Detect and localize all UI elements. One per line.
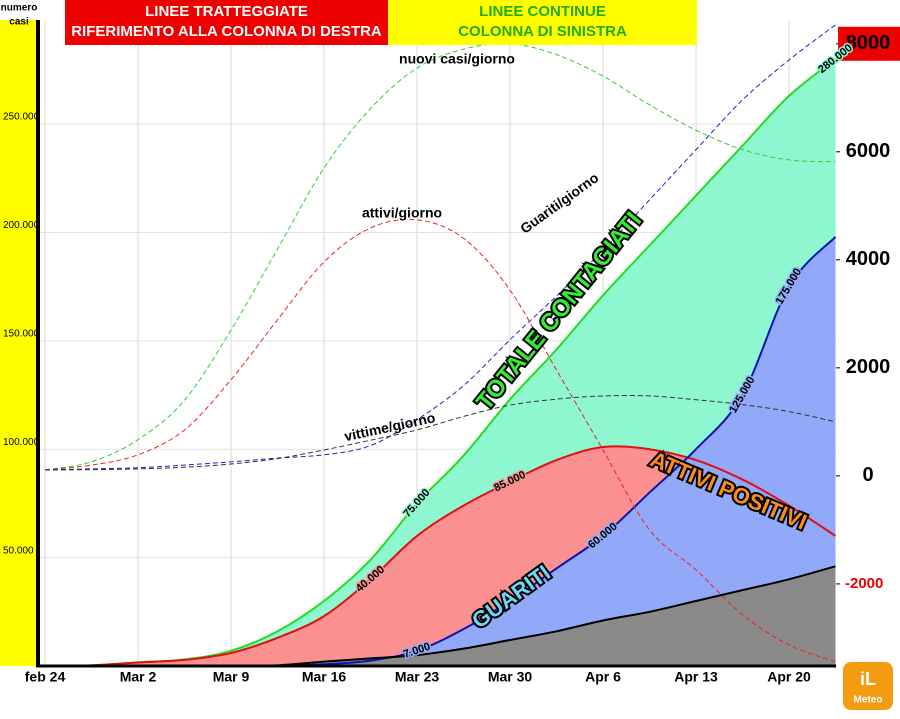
series-label: attivi/giorno bbox=[362, 205, 442, 221]
note-text: LINEE TRATTEGGIATE bbox=[145, 3, 308, 20]
note-text: RIFERIMENTO ALLA COLONNA DI DESTRA bbox=[71, 23, 382, 40]
x-tick-label: Apr 20 bbox=[767, 669, 811, 685]
line bbox=[45, 565, 836, 666]
logo: iL Meteo bbox=[843, 662, 893, 710]
x-tick-label: Mar 2 bbox=[120, 669, 157, 685]
x-tick-label: Mar 23 bbox=[395, 669, 440, 685]
area bbox=[45, 236, 836, 666]
x-tick-label: Mar 16 bbox=[302, 669, 347, 685]
y2-tick-label: 2000 bbox=[846, 356, 891, 378]
y2-tick-label: 8000 bbox=[846, 32, 891, 54]
x-tick-label: Apr 6 bbox=[585, 669, 621, 685]
y-tick-label: 200.000 bbox=[3, 220, 40, 231]
note-box bbox=[65, 0, 388, 45]
y2-tick-label: -2000 bbox=[845, 575, 883, 592]
x-tick-label: Apr 13 bbox=[674, 669, 718, 685]
note-box bbox=[388, 0, 697, 45]
y2-tick-label: 0 bbox=[862, 464, 873, 486]
note-text: LINEE CONTINUE bbox=[479, 3, 606, 20]
y-tick-label: 150.000 bbox=[3, 328, 40, 339]
y-axis-title: numero bbox=[1, 3, 38, 14]
line bbox=[45, 236, 836, 666]
logo-mark: iL bbox=[860, 669, 876, 689]
logo-text: Meteo bbox=[854, 695, 883, 706]
logo-box bbox=[843, 662, 893, 710]
area bbox=[45, 566, 836, 666]
left-axis-band bbox=[0, 20, 38, 666]
x-tick-label: Mar 9 bbox=[213, 669, 250, 685]
y-tick-label: 50.000 bbox=[3, 545, 34, 556]
y2-tick-label: 6000 bbox=[846, 140, 891, 162]
y2-tick-label: 4000 bbox=[846, 248, 891, 270]
y-axis-title: casi bbox=[9, 17, 29, 28]
y-tick-label: 100.000 bbox=[3, 437, 40, 448]
dashed-line bbox=[44, 43, 836, 471]
plot bbox=[44, 24, 836, 666]
x-tick-label: Mar 30 bbox=[488, 669, 533, 685]
dashed-line bbox=[44, 218, 836, 663]
series-label: nuovi casi/giorno bbox=[399, 51, 515, 67]
y2-tick-highlight bbox=[838, 26, 900, 61]
x-tick-label: feb 24 bbox=[25, 669, 66, 685]
dashed-line bbox=[44, 24, 836, 471]
y-tick-label: 250.000 bbox=[3, 112, 40, 123]
line bbox=[44, 445, 836, 666]
note-text: COLONNA DI SINISTRA bbox=[458, 23, 627, 40]
